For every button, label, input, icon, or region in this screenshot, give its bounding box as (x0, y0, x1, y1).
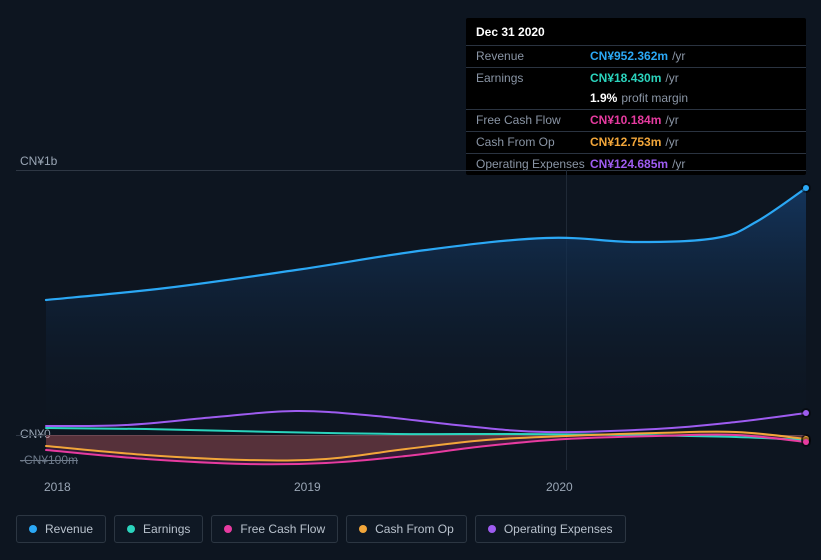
legend-item[interactable]: Free Cash Flow (211, 515, 338, 543)
chart-plot-area[interactable] (16, 170, 806, 470)
legend-label: Cash From Op (375, 522, 454, 536)
tooltip-row: RevenueCN¥952.362m/yr (466, 45, 806, 67)
series-end-marker (803, 185, 809, 191)
legend-label: Earnings (143, 522, 190, 536)
tooltip-metric-value: CN¥12.753m/yr (590, 134, 679, 151)
chart-container: Dec 31 2020 RevenueCN¥952.362m/yrEarning… (0, 0, 821, 560)
tooltip-row: EarningsCN¥18.430m/yr (466, 67, 806, 89)
tooltip-row: 1.9%profit margin (466, 88, 806, 109)
legend-item[interactable]: Revenue (16, 515, 106, 543)
tooltip-metric-label (476, 90, 590, 107)
tooltip-row: Free Cash FlowCN¥10.184m/yr (466, 109, 806, 131)
y-axis-label: CN¥1b (20, 154, 57, 168)
series-end-marker (803, 410, 809, 416)
legend-color-dot-icon (359, 525, 367, 533)
series-end-marker (803, 439, 809, 445)
legend-color-dot-icon (127, 525, 135, 533)
tooltip-metric-value: CN¥18.430m/yr (590, 70, 679, 87)
legend-color-dot-icon (488, 525, 496, 533)
tooltip-row: Cash From OpCN¥12.753m/yr (466, 131, 806, 153)
tooltip-metric-label: Free Cash Flow (476, 112, 590, 129)
legend-label: Free Cash Flow (240, 522, 325, 536)
legend: Revenue Earnings Free Cash Flow Cash From O… (16, 515, 626, 543)
tooltip-metric-value: CN¥952.362m/yr (590, 48, 685, 65)
legend-item[interactable]: Cash From Op (346, 515, 467, 543)
legend-color-dot-icon (224, 525, 232, 533)
x-axis-label: 2018 (44, 480, 71, 494)
tooltip-metric-label: Revenue (476, 48, 590, 65)
legend-label: Operating Expenses (504, 522, 613, 536)
legend-item[interactable]: Earnings (114, 515, 203, 543)
x-axis-label: 2020 (546, 480, 573, 494)
tooltip-metric-value: CN¥10.184m/yr (590, 112, 679, 129)
series-fill (46, 188, 806, 435)
legend-label: Revenue (45, 522, 93, 536)
tooltip-metric-label: Cash From Op (476, 134, 590, 151)
x-axis-label: 2019 (294, 480, 321, 494)
tooltip-metric-value: 1.9%profit margin (590, 90, 688, 107)
chart-svg (16, 170, 806, 470)
data-tooltip: Dec 31 2020 RevenueCN¥952.362m/yrEarning… (466, 18, 806, 175)
legend-color-dot-icon (29, 525, 37, 533)
tooltip-metric-label: Earnings (476, 70, 590, 87)
legend-item[interactable]: Operating Expenses (475, 515, 626, 543)
tooltip-date: Dec 31 2020 (466, 18, 806, 45)
